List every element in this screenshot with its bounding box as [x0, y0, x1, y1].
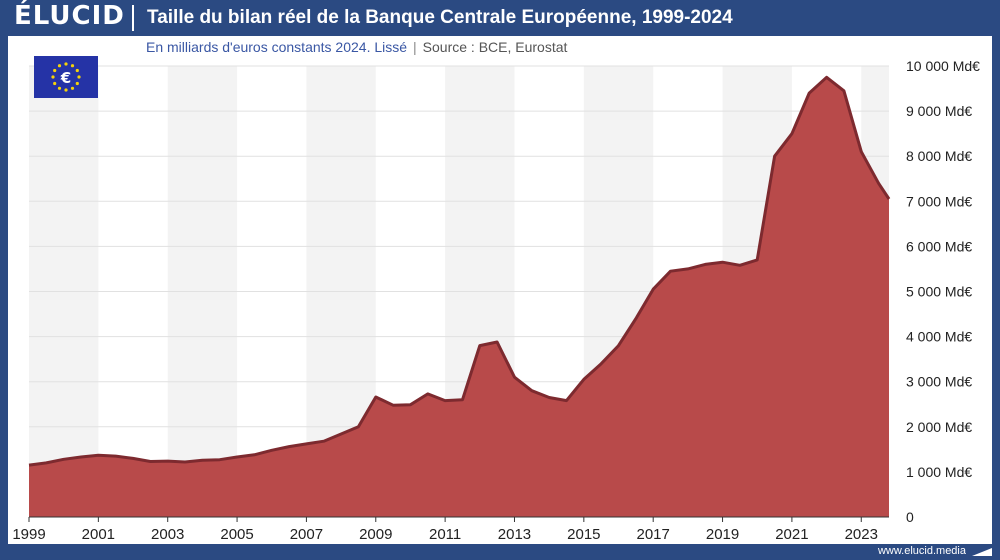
- y-tick-label: 6 000 Md€: [906, 238, 972, 254]
- x-tick-label: 2003: [151, 526, 184, 543]
- brand-mark-icon: [972, 548, 992, 556]
- source-text: Source : BCE, Eurostat: [422, 39, 568, 55]
- flag-star: [51, 75, 55, 79]
- area-layer: [28, 75, 891, 518]
- footer-url[interactable]: www.elucid.media: [877, 545, 966, 557]
- y-tick-label: 1 000 Md€: [906, 464, 972, 480]
- y-tick-label: 10 000 Md€: [906, 58, 980, 74]
- footer: www.elucid.media: [878, 544, 992, 558]
- flag-star: [77, 75, 81, 79]
- x-tick-label: 2015: [567, 526, 600, 543]
- x-tick-label: 2011: [429, 526, 461, 543]
- y-tick-label: 0: [906, 509, 914, 525]
- x-tick-label: 2009: [359, 526, 392, 543]
- y-tick-label: 2 000 Md€: [906, 419, 972, 435]
- subtitle-text: En milliards d'euros constants 2024. Lis…: [146, 39, 408, 55]
- x-tick-label: 2023: [845, 526, 878, 543]
- flag-star: [57, 64, 62, 68]
- x-tick-label: 2021: [775, 526, 808, 543]
- x-tick-label: 2001: [82, 526, 115, 543]
- y-axis-ticks: 0 1 000 Md€ 2 000 Md€ 3 000 Md€ 4 000 Md€ 5 0…: [906, 58, 980, 525]
- header-divider: [132, 5, 134, 31]
- page-title: Taille du bilan réel de la Banque Centra…: [147, 7, 733, 28]
- x-axis-ticks: 1999 2001 2003 2005 2007 2009 2011 2013 2015 2017…: [12, 517, 878, 543]
- flag-star: [75, 68, 79, 73]
- x-tick-label: 2013: [498, 526, 531, 543]
- series-line: [28, 75, 891, 467]
- y-tick-label: 9 000 Md€: [906, 103, 972, 119]
- chart-subtitle: En milliards d'euros constants 2024. Lis…: [146, 39, 567, 55]
- flag-star: [64, 88, 68, 92]
- flag-star: [75, 81, 79, 86]
- header-bar: ÉLUCID Taille du bilan réel de la Banque…: [0, 0, 1000, 36]
- eu-flag-euro-icon: €: [34, 56, 98, 98]
- brand-logo: ÉLUCID: [14, 1, 125, 31]
- x-tick-label: 2005: [220, 526, 253, 543]
- y-tick-label: 7 000 Md€: [906, 193, 972, 209]
- flag-star: [70, 64, 75, 68]
- flag-star: [70, 86, 75, 90]
- svg-text:€: €: [60, 69, 71, 87]
- y-tick-label: 3 000 Md€: [906, 374, 972, 390]
- series-area: [29, 77, 889, 518]
- subtitle-separator: |: [413, 39, 417, 55]
- x-tick-label: 2017: [637, 526, 670, 543]
- x-tick-label: 1999: [12, 526, 45, 543]
- y-tick-label: 4 000 Md€: [906, 329, 972, 345]
- y-tick-label: 5 000 Md€: [906, 284, 972, 300]
- y-tick-label: 8 000 Md€: [906, 148, 972, 164]
- x-tick-label: 2019: [706, 526, 739, 543]
- flag-star: [53, 81, 57, 86]
- flag-star: [64, 62, 68, 66]
- flag-star: [53, 68, 57, 73]
- x-tick-label: 2007: [290, 526, 323, 543]
- flag-star: [57, 86, 62, 90]
